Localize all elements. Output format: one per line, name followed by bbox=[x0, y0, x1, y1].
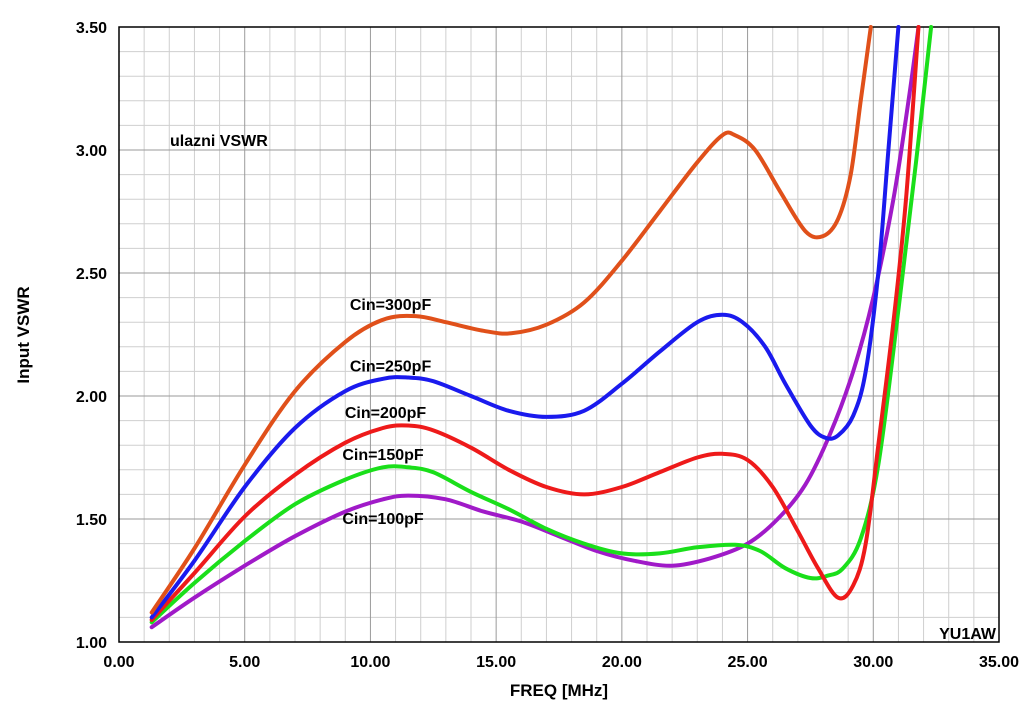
x-tick-label: 20.00 bbox=[602, 654, 642, 671]
x-tick-label: 30.00 bbox=[853, 654, 893, 671]
y-tick-label: 3.00 bbox=[76, 143, 107, 160]
series-line-cin-100pf bbox=[149, 25, 921, 630]
series-label-cin-150pf: Cin=150pF bbox=[342, 447, 424, 464]
y-tick-label: 3.50 bbox=[76, 20, 107, 37]
x-tick-label: 10.00 bbox=[350, 654, 390, 671]
series-line-cin-250pf bbox=[149, 25, 901, 620]
series-label-cin-100pf: Cin=100pF bbox=[342, 511, 424, 528]
y-tick-label: 2.00 bbox=[76, 389, 107, 406]
x-tick-label: 25.00 bbox=[728, 654, 768, 671]
series-line-cin-300pf bbox=[149, 25, 873, 615]
series-line-cin-200pf bbox=[149, 25, 921, 622]
x-tick-label: 0.00 bbox=[103, 654, 134, 671]
series-curves bbox=[149, 25, 934, 630]
x-tick-label: 35.00 bbox=[979, 654, 1019, 671]
watermark-label: YU1AW bbox=[939, 626, 997, 643]
series-label-cin-200pf: Cin=200pF bbox=[345, 405, 427, 422]
series-line-cin-150pf bbox=[149, 25, 934, 625]
series-labels: Cin=300pF Cin=250pF Cin=200pF Cin=150pF Cin=… bbox=[342, 297, 431, 528]
chart-title: ulazni VSWR bbox=[170, 133, 268, 150]
series-label-cin-250pf: Cin=250pF bbox=[350, 358, 432, 375]
x-tick-label: 5.00 bbox=[229, 654, 260, 671]
plot-frame bbox=[118, 26, 1000, 643]
grid bbox=[119, 27, 999, 642]
y-axis-title: Input VSWR bbox=[14, 286, 33, 383]
tick-labels: 0.00 5.00 10.00 15.00 20.00 25.00 30.00 35.00 1.… bbox=[76, 20, 1019, 671]
y-tick-label: 2.50 bbox=[76, 266, 107, 283]
x-tick-label: 15.00 bbox=[476, 654, 516, 671]
series-label-cin-300pf: Cin=300pF bbox=[350, 297, 432, 314]
y-tick-label: 1.50 bbox=[76, 512, 107, 529]
y-tick-label: 1.00 bbox=[76, 635, 107, 652]
x-axis-title: FREQ [MHz] bbox=[510, 681, 608, 700]
